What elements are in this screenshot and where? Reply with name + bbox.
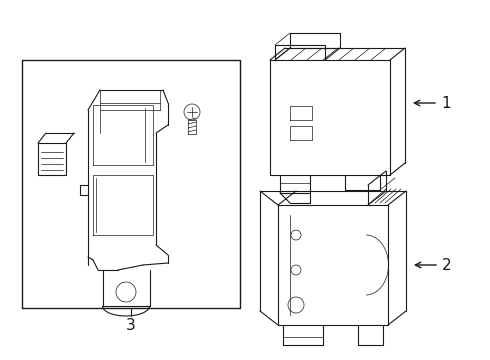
Text: 3: 3 [126,318,136,333]
Text: 1: 1 [441,95,451,111]
Text: 2: 2 [442,257,452,273]
